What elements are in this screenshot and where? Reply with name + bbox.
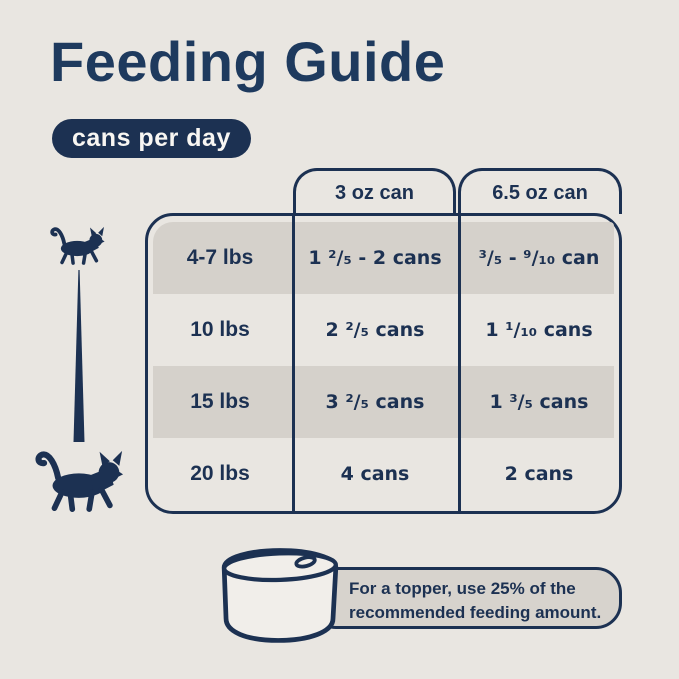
topper-note-box: For a topper, use 25% of the recommended… — [310, 567, 622, 629]
small-cat-icon — [50, 226, 105, 265]
amount-6-5oz-cell: ³/₅ - ⁹/₁₀ can — [478, 247, 600, 269]
column-divider — [458, 216, 461, 511]
amount-6-5oz-cell: 2 cans — [504, 463, 574, 485]
pull-tab-icon — [294, 555, 317, 569]
column-header-3oz-can: 3 oz can — [293, 168, 456, 214]
weight-cell: 15 lbs — [190, 390, 250, 413]
table-row: 20 lbs 4 cans 2 cans — [148, 438, 619, 510]
cans-per-day-badge: cans per day — [52, 119, 251, 158]
row-stripe — [153, 366, 614, 438]
weight-cell: 10 lbs — [190, 318, 250, 341]
size-range-wedge — [73, 270, 85, 442]
cat-food-can-icon — [221, 548, 339, 643]
amount-6-5oz-cell: 1 ³/₅ cans — [489, 391, 589, 413]
weight-cell: 20 lbs — [190, 462, 250, 485]
column-divider — [292, 216, 295, 511]
row-stripe — [153, 222, 614, 294]
topper-note-text: For a topper, use 25% of the recommended… — [313, 570, 619, 625]
feeding-table: 4-7 lbs 1 ²/₅ - 2 cans ³/₅ - ⁹/₁₀ can 10… — [145, 213, 622, 514]
table-row: 15 lbs 3 ²/₅ cans 1 ³/₅ cans — [148, 366, 619, 438]
large-cat-icon — [35, 450, 124, 512]
amount-3oz-cell: 2 ²/₅ cans — [325, 319, 425, 341]
table-row: 10 lbs 2 ²/₅ cans 1 ¹/₁₀ cans — [148, 294, 619, 366]
topper-note-line1: For a topper, use 25% of the — [349, 579, 576, 598]
table-row: 4-7 lbs 1 ²/₅ - 2 cans ³/₅ - ⁹/₁₀ can — [148, 222, 619, 294]
topper-note-line2: recommended feeding amount. — [349, 603, 602, 622]
weight-cell: 4-7 lbs — [186, 246, 254, 269]
amount-3oz-cell: 3 ²/₅ cans — [325, 391, 425, 413]
amount-3oz-cell: 1 ²/₅ - 2 cans — [308, 247, 442, 269]
amount-6-5oz-cell: 1 ¹/₁₀ cans — [485, 319, 593, 341]
amount-3oz-cell: 4 cans — [340, 463, 410, 485]
page-title: Feeding Guide — [50, 30, 446, 93]
column-header-6-5oz-can: 6.5 oz can — [458, 168, 622, 214]
